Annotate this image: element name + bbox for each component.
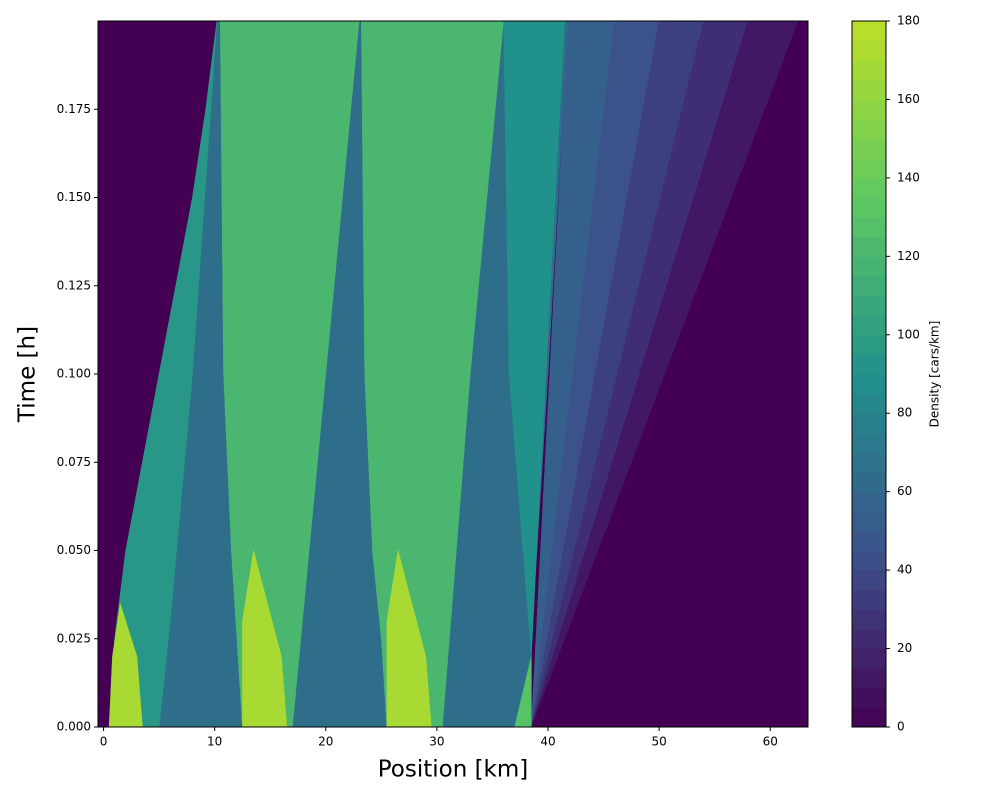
x-axis-label: Position [km] [378,757,529,783]
x-tick-label: 30 [429,735,444,749]
colorbar-step [852,511,886,532]
colorbar-tick-label: 180 [897,14,920,28]
colorbar-step [852,628,886,650]
colorbar-step [852,374,886,395]
colorbar-step [852,452,886,473]
colorbar-step [852,589,886,610]
colorbar-step [852,530,886,551]
colorbar-step [852,334,886,355]
colorbar-tick-label: 20 [897,641,912,655]
colorbar-tick-label: 60 [897,484,912,498]
colorbar-step [852,21,886,42]
y-axis-label: Time [h] [15,326,41,423]
colorbar-step [852,550,886,571]
density-region [108,20,218,728]
colorbar-step [852,197,886,218]
y-tick-label: 0.050 [57,543,91,557]
colorbar-step [852,472,886,493]
colorbar-step [852,177,886,198]
colorbar-step [852,413,886,434]
colorbar-tick-label: 120 [897,249,920,263]
colorbar-step [852,158,886,179]
colorbar-step [852,275,886,297]
colorbar-step [852,99,886,120]
colorbar-tick-label: 40 [897,563,912,577]
colorbar-step [852,315,886,336]
colorbar-step [852,79,886,100]
y-tick-label: 0.100 [57,367,91,381]
y-tick-label: 0.125 [57,278,91,292]
colorbar-tick-label: 160 [897,92,920,106]
colorbar-step [852,648,886,669]
y-tick-label: 0.150 [57,190,91,204]
y-tick-label: 0.000 [57,720,91,734]
colorbar-step [852,668,886,689]
colorbar-frame [851,20,887,728]
colorbar-tick-label: 0 [897,720,905,734]
colorbar-step [852,354,886,375]
colorbar-step [852,40,886,61]
y-tick-label: 0.025 [57,631,91,645]
y-tick-label: 0.075 [57,455,91,469]
colorbar-step [852,217,886,238]
colorbar-step [852,138,886,159]
colorbar-step [852,609,886,630]
colorbar-step [852,60,886,81]
colorbar-label: Density [cars/km] [928,321,942,428]
colorbar-step [852,432,886,453]
colorbar-step [852,707,886,728]
x-tick-label: 50 [651,735,666,749]
y-tick-label: 0.175 [57,102,91,116]
colorbar-step [852,687,886,708]
colorbar-tick-label: 100 [897,327,920,341]
colorbar-step [852,236,886,257]
x-tick-label: 60 [763,735,778,749]
x-tick-label: 40 [540,735,555,749]
colorbar-step [852,491,886,512]
colorbar-step [852,119,886,140]
colorbar-step [852,256,886,277]
colorbar-tick-label: 80 [897,406,912,420]
colorbar-step [852,295,886,316]
x-tick-label: 10 [207,735,222,749]
x-tick-label: 0 [100,735,108,749]
x-tick-label: 20 [318,735,333,749]
colorbar-step [852,570,886,591]
colorbar-tick-label: 140 [897,170,920,184]
colorbar-step [852,393,886,414]
